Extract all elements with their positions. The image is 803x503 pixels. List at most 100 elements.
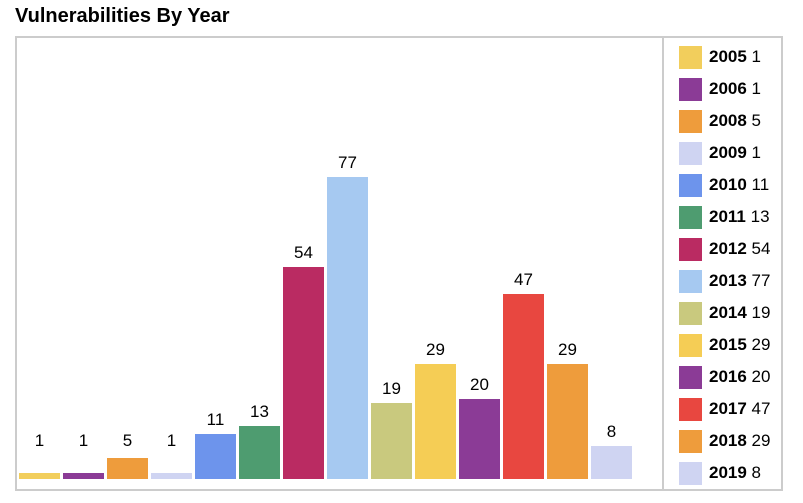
legend-swatch-2010 xyxy=(679,173,702,197)
bar-value-label-2010: 11 xyxy=(206,410,225,429)
legend-year: 2017 xyxy=(709,399,747,418)
legend-count: 20 xyxy=(746,367,771,386)
legend-year: 2018 xyxy=(709,431,747,450)
legend-swatch-2011 xyxy=(679,205,702,229)
legend-label: 2011 13 xyxy=(709,207,770,227)
bar-2017[interactable] xyxy=(503,294,544,479)
bar-2018[interactable] xyxy=(547,364,588,479)
legend-label: 2006 1 xyxy=(709,79,761,99)
bar-2012[interactable] xyxy=(283,267,324,479)
legend-item-2018[interactable]: 2018 29 xyxy=(664,425,781,457)
legend-label: 2018 29 xyxy=(709,431,770,451)
legend-count: 11 xyxy=(746,175,770,194)
bar-2011[interactable] xyxy=(239,426,280,479)
legend-swatch-2009 xyxy=(679,141,702,165)
bar-2014[interactable] xyxy=(371,403,412,479)
legend-swatch-2016 xyxy=(679,365,702,389)
legend-year: 2014 xyxy=(709,303,747,322)
legend-year: 2011 xyxy=(709,207,746,226)
legend-year: 2006 xyxy=(709,79,747,98)
legend-count: 29 xyxy=(746,431,771,450)
legend: 2005 1 2006 1 2008 5 2009 1 2010 11 2011 13 20… xyxy=(662,38,781,489)
legend-item-2005[interactable]: 2005 1 xyxy=(664,41,781,73)
legend-item-2011[interactable]: 2011 13 xyxy=(664,201,781,233)
bar-2015[interactable] xyxy=(415,364,456,479)
legend-year: 2013 xyxy=(709,271,747,290)
legend-year: 2016 xyxy=(709,367,747,386)
bar-2013[interactable] xyxy=(327,177,368,479)
legend-count: 13 xyxy=(745,207,770,226)
legend-count: 8 xyxy=(746,463,762,482)
legend-year: 2009 xyxy=(709,143,747,162)
legend-item-2014[interactable]: 2014 19 xyxy=(664,297,781,329)
bar-value-label-2011: 13 xyxy=(250,402,269,421)
legend-count: 54 xyxy=(746,239,771,258)
legend-year: 2012 xyxy=(709,239,747,258)
legend-label: 2016 20 xyxy=(709,367,770,387)
legend-swatch-2019 xyxy=(679,461,702,485)
legend-label: 2010 11 xyxy=(709,175,769,195)
legend-count: 47 xyxy=(746,399,771,418)
legend-swatch-2006 xyxy=(679,77,702,101)
bar-2010[interactable] xyxy=(195,434,236,479)
bar-2006[interactable] xyxy=(63,473,104,479)
legend-label: 2005 1 xyxy=(709,47,761,67)
bar-value-label-2013: 77 xyxy=(338,153,357,172)
legend-label: 2015 29 xyxy=(709,335,770,355)
legend-count: 5 xyxy=(746,111,762,130)
bar-value-label-2017: 47 xyxy=(514,270,533,289)
bar-2008[interactable] xyxy=(107,458,148,479)
legend-count: 77 xyxy=(746,271,771,290)
legend-swatch-2005 xyxy=(679,45,702,69)
bar-value-label-2005: 1 xyxy=(34,431,45,450)
legend-item-2019[interactable]: 2019 8 xyxy=(664,457,781,489)
legend-swatch-2012 xyxy=(679,237,702,261)
bar-2005[interactable] xyxy=(19,473,60,479)
legend-count: 1 xyxy=(746,79,762,98)
bar-2016[interactable] xyxy=(459,399,500,479)
legend-count: 1 xyxy=(746,143,762,162)
bar-value-label-2014: 19 xyxy=(382,379,401,398)
legend-year: 2008 xyxy=(709,111,747,130)
legend-label: 2008 5 xyxy=(709,111,761,131)
legend-count: 19 xyxy=(746,303,771,322)
legend-year: 2019 xyxy=(709,463,747,482)
legend-label: 2009 1 xyxy=(709,143,761,163)
legend-swatch-2018 xyxy=(679,429,702,453)
chart-title: Vulnerabilities By Year xyxy=(15,5,230,27)
legend-year: 2010 xyxy=(709,175,747,194)
bar-2009[interactable] xyxy=(151,473,192,479)
legend-year: 2005 xyxy=(709,47,747,66)
legend-label: 2019 8 xyxy=(709,463,761,483)
legend-item-2012[interactable]: 2012 54 xyxy=(664,233,781,265)
bar-value-label-2016: 20 xyxy=(470,375,489,394)
bar-value-label-2009: 1 xyxy=(166,431,177,450)
legend-label: 2014 19 xyxy=(709,303,770,323)
legend-swatch-2017 xyxy=(679,397,702,421)
bar-value-label-2015: 29 xyxy=(426,340,445,359)
legend-swatch-2015 xyxy=(679,333,702,357)
bar-value-label-2019: 8 xyxy=(606,422,617,441)
legend-count: 29 xyxy=(746,335,771,354)
legend-swatch-2013 xyxy=(679,269,702,293)
bar-2019[interactable] xyxy=(591,446,632,479)
plot-area: 1 1 5 1 11 13 54 77 19 29 20 47 29 8 xyxy=(17,38,662,489)
legend-year: 2015 xyxy=(709,335,747,354)
legend-swatch-2014 xyxy=(679,301,702,325)
legend-label: 2012 54 xyxy=(709,239,770,259)
legend-item-2013[interactable]: 2013 77 xyxy=(664,265,781,297)
legend-item-2009[interactable]: 2009 1 xyxy=(664,137,781,169)
legend-label: 2017 47 xyxy=(709,399,770,419)
legend-item-2008[interactable]: 2008 5 xyxy=(664,105,781,137)
legend-label: 2013 77 xyxy=(709,271,770,291)
legend-item-2016[interactable]: 2016 20 xyxy=(664,361,781,393)
bar-value-label-2006: 1 xyxy=(78,431,89,450)
legend-item-2015[interactable]: 2015 29 xyxy=(664,329,781,361)
legend-item-2017[interactable]: 2017 47 xyxy=(664,393,781,425)
bar-value-label-2008: 5 xyxy=(122,431,133,450)
legend-item-2006[interactable]: 2006 1 xyxy=(664,73,781,105)
legend-item-2010[interactable]: 2010 11 xyxy=(664,169,781,201)
bar-value-label-2018: 29 xyxy=(558,340,577,359)
chart-frame: 1 1 5 1 11 13 54 77 19 29 20 47 29 8 2005 1 2006 1 2008… xyxy=(15,36,783,491)
